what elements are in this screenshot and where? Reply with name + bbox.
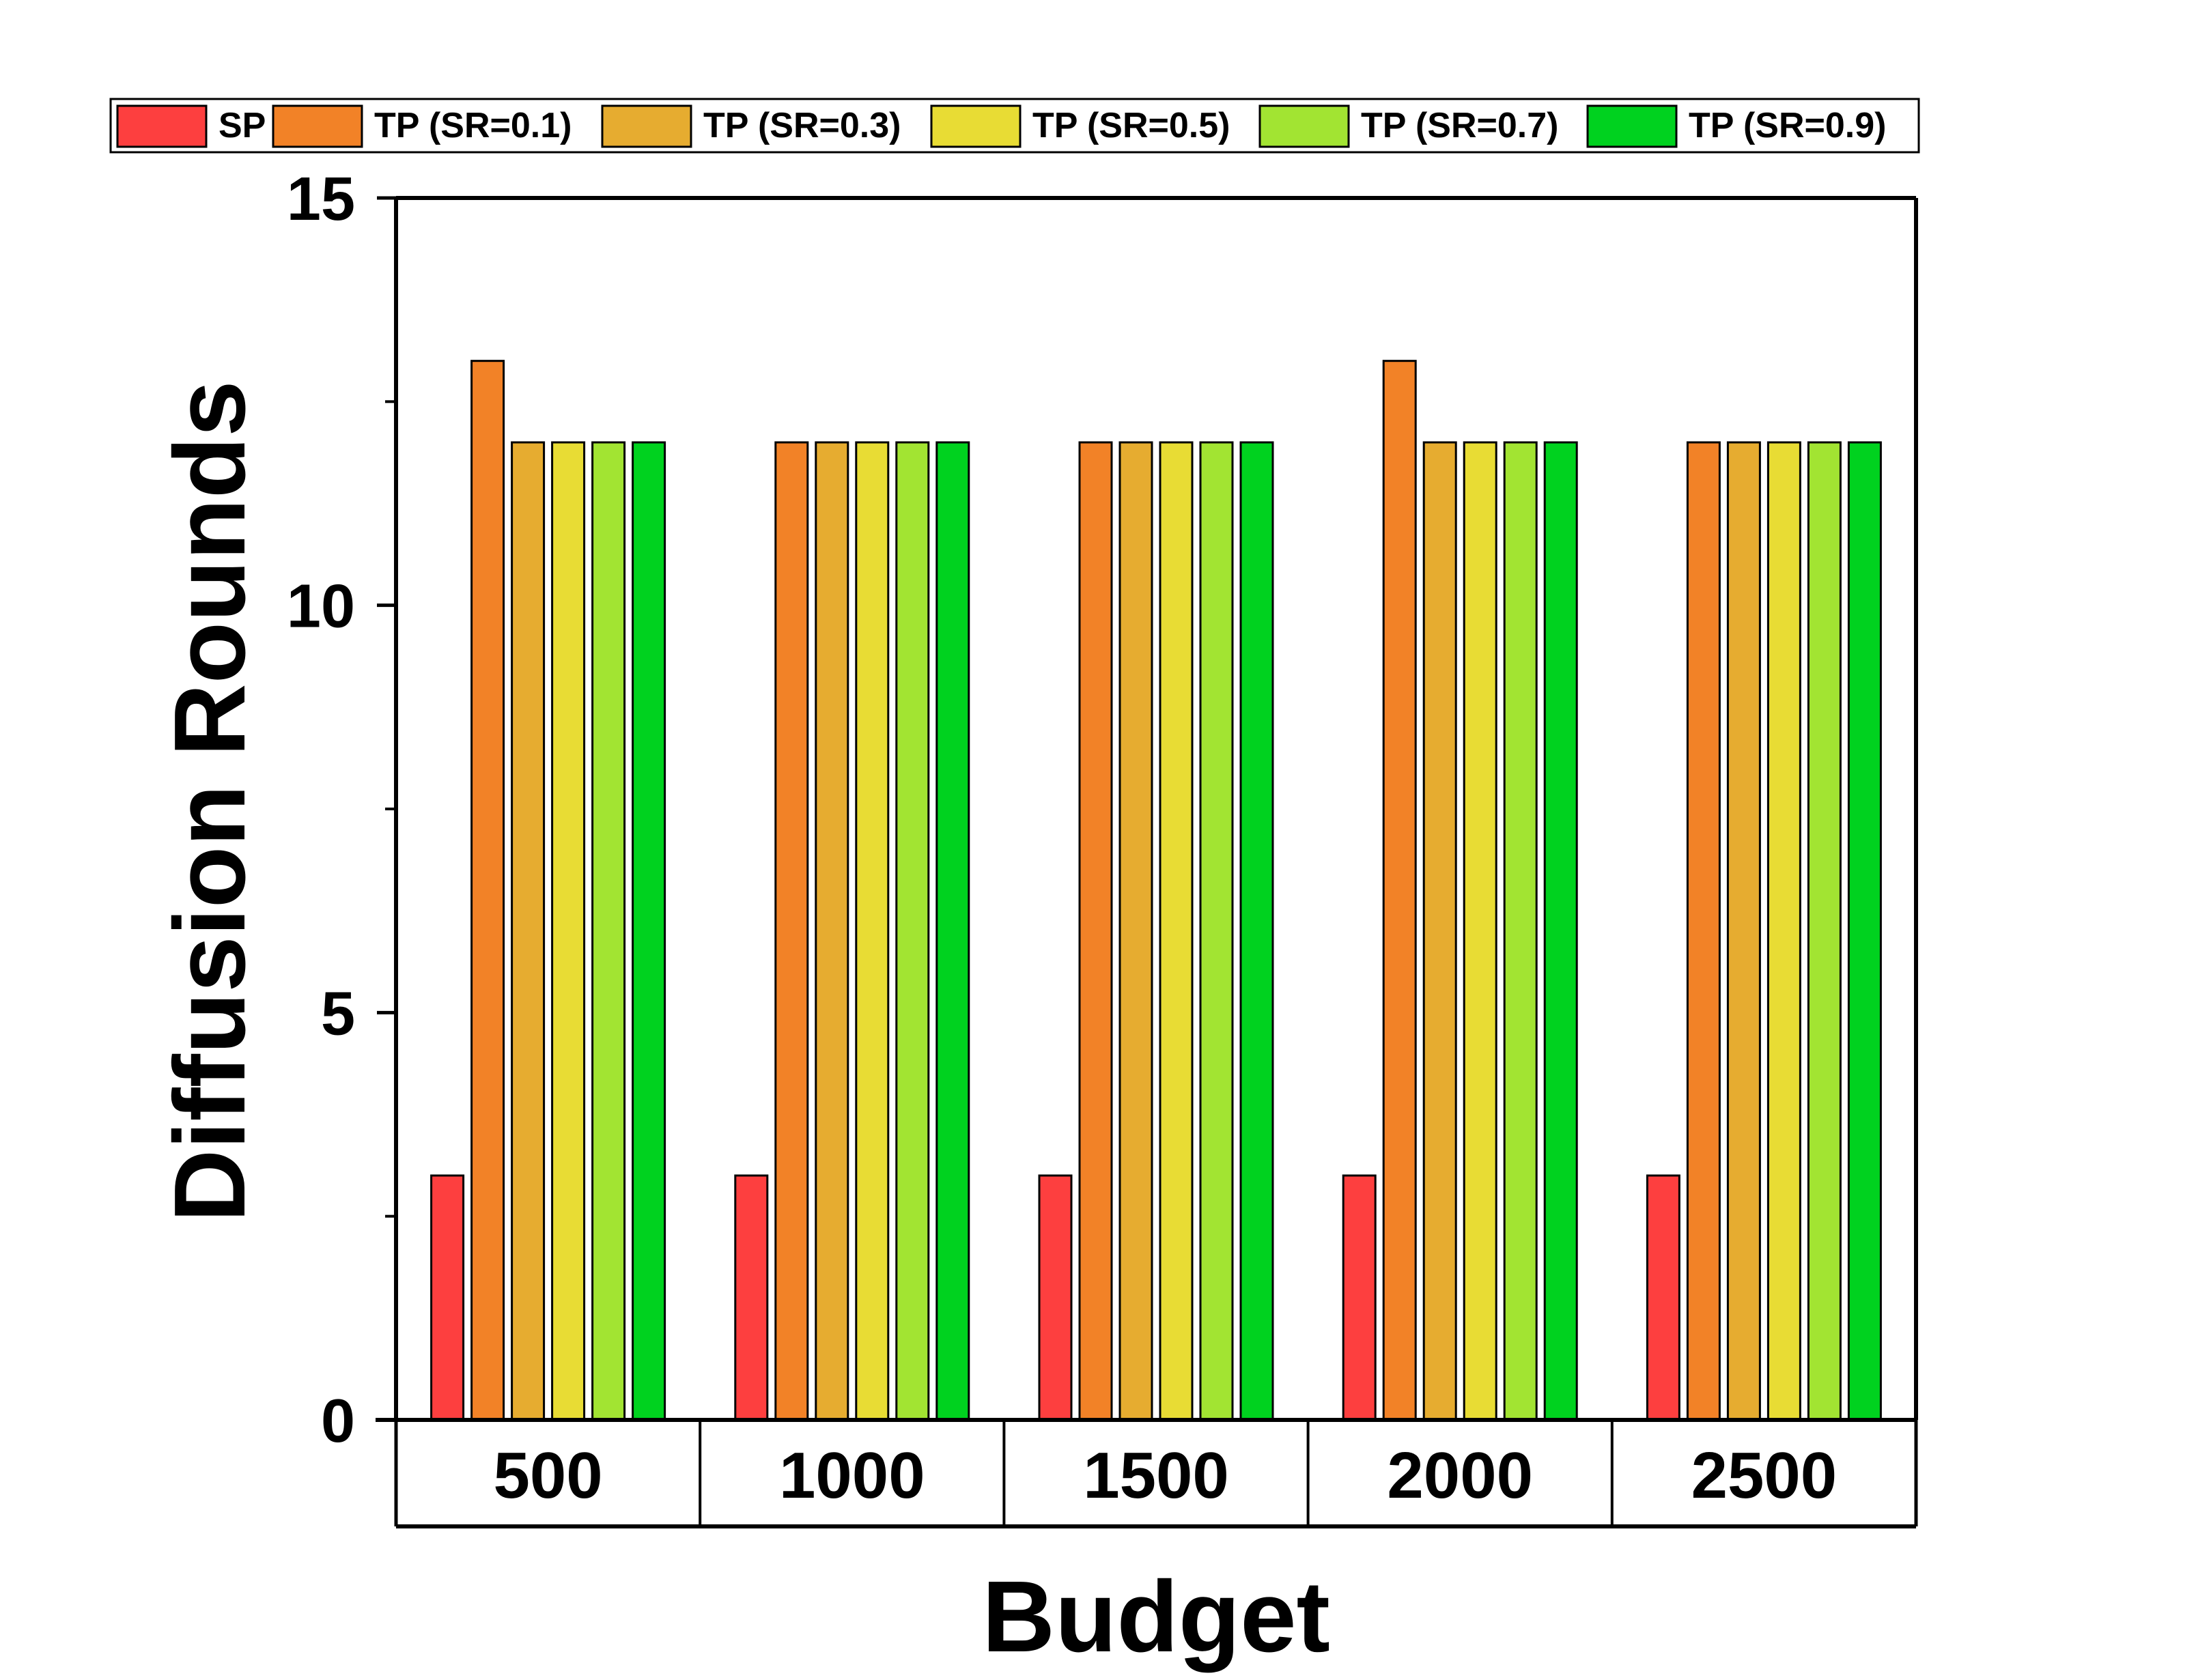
- y-axis-label: Diffusion Rounds: [154, 380, 266, 1222]
- bar: [511, 441, 546, 1421]
- legend-swatch: [601, 104, 692, 148]
- bar: [935, 441, 970, 1421]
- bar: [591, 441, 626, 1421]
- bar: [774, 441, 809, 1421]
- y-tick-label: 10: [287, 573, 355, 641]
- bar: [470, 360, 505, 1421]
- bar: [734, 1174, 769, 1421]
- bar: [1686, 441, 1721, 1421]
- legend-label: TP (SR=0.1): [374, 106, 572, 145]
- bar: [1118, 441, 1153, 1421]
- legend-swatch: [272, 104, 363, 148]
- x-axis-categories: 500 1000 1500 2000 2500: [494, 1439, 1838, 1512]
- bar: [1159, 441, 1194, 1421]
- legend-label: TP (SR=0.5): [1032, 106, 1230, 145]
- y-axis-ticks: 0 5 10 15: [287, 165, 396, 1455]
- bar: [1038, 1174, 1073, 1421]
- bar: [1847, 441, 1882, 1421]
- bar: [1503, 441, 1538, 1421]
- legend-swatch: [116, 104, 208, 148]
- bar: [551, 441, 586, 1421]
- legend-label: TP (SR=0.3): [703, 106, 901, 145]
- x-axis-label: Budget: [982, 1561, 1330, 1673]
- bar: [1382, 360, 1417, 1421]
- bar: [1766, 441, 1801, 1421]
- legend-swatch: [1586, 104, 1678, 148]
- bar: [1342, 1174, 1377, 1421]
- legend-label: TP (SR=0.7): [1361, 106, 1558, 145]
- bar: [1078, 441, 1113, 1421]
- bar: [1726, 441, 1761, 1421]
- x-tick-label: 1000: [779, 1439, 925, 1512]
- y-tick-label: 15: [287, 165, 355, 233]
- bar: [1199, 441, 1234, 1421]
- bar: [1646, 1174, 1680, 1421]
- y-tick-label: 5: [321, 980, 355, 1048]
- x-tick-label: 2500: [1691, 1439, 1838, 1512]
- bar: [895, 441, 930, 1421]
- bar: [430, 1174, 465, 1421]
- bar: [1422, 441, 1457, 1421]
- bar: [632, 441, 666, 1421]
- y-tick-label: 0: [321, 1387, 355, 1455]
- bar: [815, 441, 849, 1421]
- legend-swatch: [1258, 104, 1350, 148]
- bar: [855, 441, 890, 1421]
- bar: [1463, 441, 1497, 1421]
- bar: [1543, 441, 1578, 1421]
- bar: [1807, 441, 1842, 1421]
- bar: [1239, 441, 1274, 1421]
- x-tick-label: 1500: [1083, 1439, 1229, 1512]
- x-tick-label: 500: [494, 1439, 603, 1512]
- legend-label: SP: [219, 106, 266, 145]
- legend: SP TP (SR=0.1) TP (SR=0.3) TP (SR=0.5) TP (S…: [109, 98, 1920, 154]
- bars: [430, 360, 1882, 1421]
- legend-label: TP (SR=0.9): [1689, 106, 1886, 145]
- x-tick-label: 2000: [1387, 1439, 1533, 1512]
- legend-swatch: [930, 104, 1022, 148]
